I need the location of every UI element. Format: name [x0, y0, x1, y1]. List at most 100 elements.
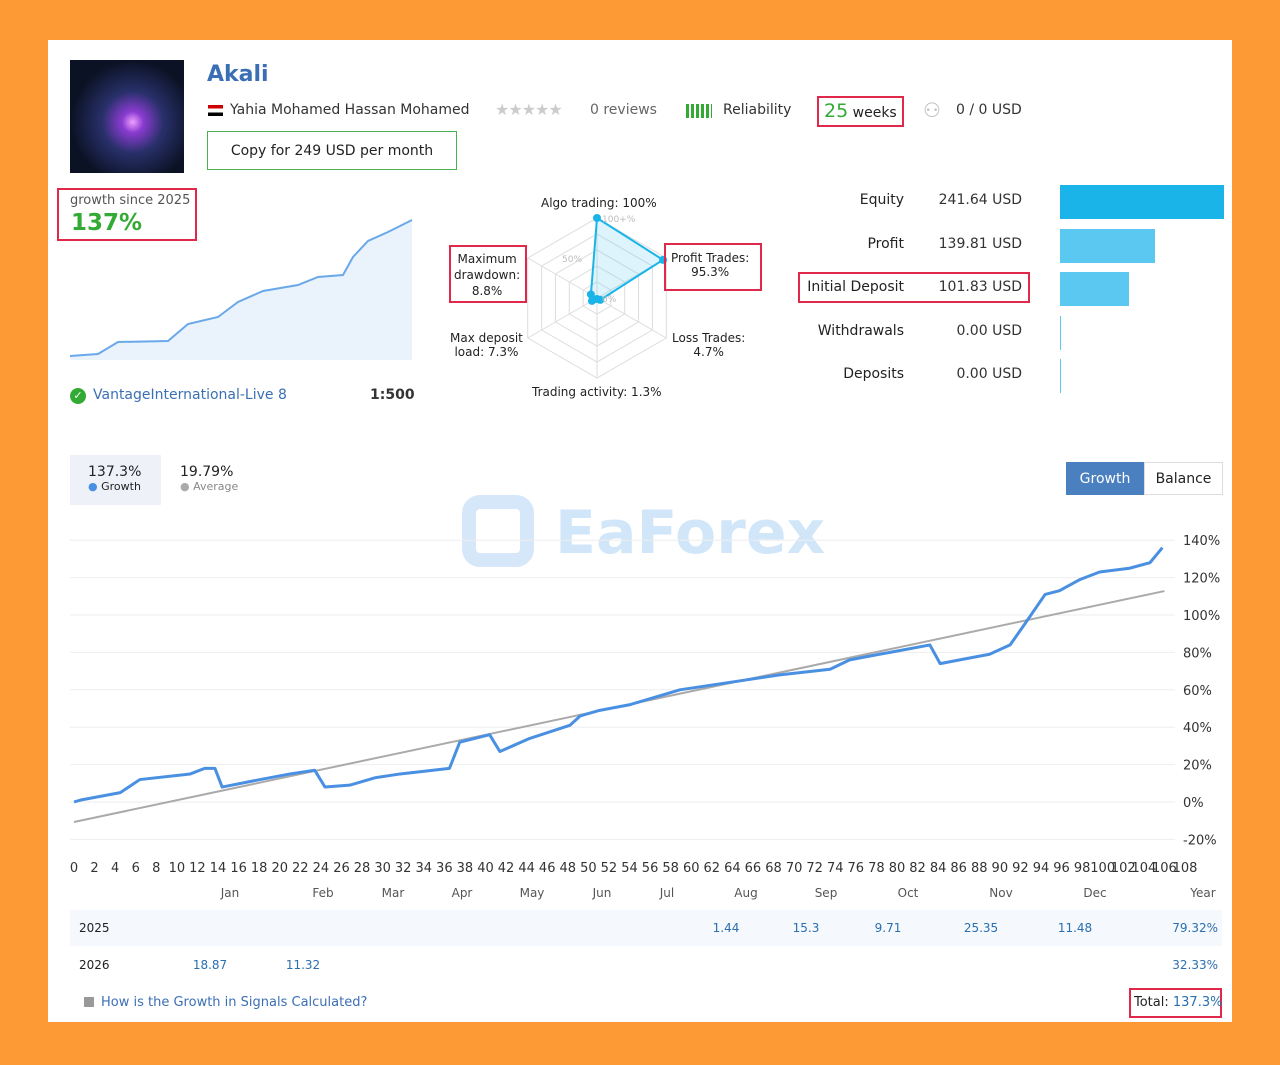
month-value[interactable]: 32.33% — [1172, 958, 1218, 972]
x-tick-label: 90 — [992, 861, 1009, 876]
month-value[interactable]: 18.87 — [192, 958, 228, 972]
x-tick-label: 52 — [601, 861, 618, 876]
drawdown-highlight — [449, 245, 527, 303]
weeks-number: 25 — [824, 100, 849, 122]
x-tick-label: 0 — [70, 861, 78, 876]
rating-stars-icon: ★★★★★ — [495, 100, 563, 119]
copy-button[interactable]: Copy for 249 USD per month — [207, 131, 457, 170]
radar-axis — [596, 297, 667, 339]
watermark-logo: EaForex — [555, 498, 826, 568]
stat-label: Equity — [859, 192, 904, 208]
stat-value: 0.00 USD — [956, 366, 1022, 382]
max-load-value: load: 7.3% — [454, 345, 519, 359]
y-tick-label: 40% — [1183, 721, 1212, 736]
month-header: Dec — [1083, 886, 1107, 900]
help-link[interactable]: How is the Growth in Signals Calculated? — [101, 995, 368, 1010]
x-tick-label: 48 — [560, 861, 577, 876]
author-name[interactable]: Yahia Mohamed Hassan Mohamed — [230, 102, 470, 118]
signal-card — [48, 40, 1232, 1022]
month-header: Nov — [989, 886, 1013, 900]
radar-point — [587, 296, 596, 305]
drawdown-label-2: drawdown: — [454, 268, 521, 282]
legend-average[interactable]: 19.79% ● Average — [180, 464, 238, 493]
total-value: 137.3% — [1172, 995, 1223, 1010]
month-value[interactable]: 25.35 — [963, 921, 999, 935]
weeks-highlight — [817, 96, 904, 127]
radar-label-drawdown: Maximum drawdown: 8.8% — [454, 251, 520, 299]
row-year: 2026 — [79, 958, 110, 972]
drawdown-value: 8.8% — [471, 284, 503, 298]
month-value[interactable]: 1.44 — [712, 921, 740, 935]
growth-highlight — [57, 188, 197, 241]
weeks-value: 25 weeks — [824, 100, 897, 122]
y-tick-label: 0% — [1183, 796, 1204, 811]
x-tick-label: 78 — [868, 861, 885, 876]
month-value[interactable]: 11.48 — [1057, 921, 1093, 935]
watermark-icon — [462, 495, 534, 567]
growth-since-value: 137% — [71, 210, 143, 236]
month-header: Jul — [659, 886, 675, 900]
total-label: Total: — [1134, 995, 1169, 1010]
profit-trades-value: 95.3% — [691, 265, 730, 279]
profit-trades-label: Profit Trades: — [671, 251, 750, 265]
table-row — [70, 910, 1222, 946]
x-tick-label: 66 — [745, 861, 762, 876]
reliability-bars-icon — [686, 104, 712, 118]
growth-since-label: growth since 2025 — [70, 193, 191, 208]
x-tick-label: 60 — [683, 861, 700, 876]
stat-value: 139.81 USD — [938, 235, 1022, 252]
month-value[interactable]: 9.71 — [874, 921, 902, 935]
y-tick-label: 120% — [1183, 572, 1220, 587]
radar-label-loss: Loss Trades: 4.7% — [672, 331, 745, 359]
x-tick-label: 72 — [806, 861, 823, 876]
x-tick-label: 22 — [292, 861, 309, 876]
x-tick-label: 98 — [1074, 861, 1091, 876]
x-tick-label: 16 — [230, 861, 247, 876]
y-tick-label: 20% — [1183, 759, 1212, 774]
x-tick-label: 50 — [580, 861, 597, 876]
stat-value: 0.00 USD — [956, 322, 1022, 339]
loss-trades-value: 4.7% — [693, 345, 724, 359]
x-tick-label: 108 — [1173, 861, 1198, 876]
x-tick-label: 92 — [1012, 861, 1029, 876]
radar-axis — [527, 257, 598, 299]
signal-title[interactable]: Akali — [207, 62, 269, 87]
radar-label-load: Max deposit load: 7.3% — [450, 331, 523, 359]
x-tick-label: 56 — [642, 861, 659, 876]
verified-icon: ✓ — [70, 388, 86, 404]
tab-growth[interactable]: Growth — [1066, 462, 1144, 495]
stat-bar — [1060, 228, 1156, 263]
mini-growth-area — [70, 220, 412, 360]
x-tick-label: 64 — [724, 861, 741, 876]
legend-growth[interactable]: 137.3% ● Growth — [70, 455, 161, 505]
x-tick-label: 8 — [152, 861, 160, 876]
x-tick-label: 96 — [1053, 861, 1070, 876]
month-value[interactable]: 15.3 — [792, 921, 820, 935]
radar-point — [586, 290, 595, 299]
x-tick-label: 106 — [1152, 861, 1177, 876]
loss-trades-label: Loss Trades: — [672, 331, 746, 345]
x-tick-label: 18 — [251, 861, 268, 876]
month-header: Jun — [592, 886, 612, 900]
x-tick-label: 86 — [950, 861, 967, 876]
x-tick-label: 14 — [210, 861, 227, 876]
x-tick-label: 76 — [848, 861, 865, 876]
x-tick-label: 82 — [909, 861, 926, 876]
stat-bar — [1060, 272, 1129, 306]
stat-label: Withdrawals — [817, 322, 904, 339]
month-value[interactable]: 11.32 — [285, 958, 321, 972]
radar-point — [593, 214, 601, 222]
x-tick-label: 42 — [498, 861, 515, 876]
reviews-count[interactable]: 0 reviews — [590, 102, 657, 118]
month-value[interactable]: 79.32% — [1172, 921, 1218, 935]
x-tick-label: 46 — [539, 861, 556, 876]
x-tick-label: 54 — [621, 861, 638, 876]
month-header: Apr — [451, 886, 473, 900]
tab-balance[interactable]: Balance — [1144, 462, 1223, 495]
radar-axis — [527, 297, 598, 339]
legend-growth-label: ● Growth — [88, 480, 141, 493]
row-year: 2025 — [79, 921, 110, 935]
broker-link[interactable]: VantageInternational-Live 8 — [93, 387, 287, 403]
stat-bar — [1060, 359, 1061, 393]
x-tick-label: 104 — [1131, 861, 1156, 876]
